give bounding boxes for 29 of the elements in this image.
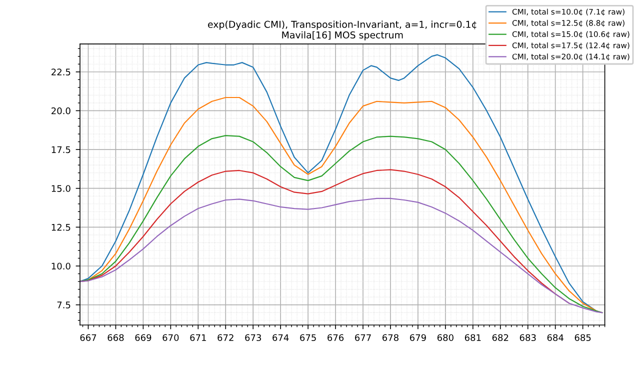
- x-tick-label: 680: [437, 334, 454, 342]
- x-tick-label: 677: [355, 334, 371, 342]
- y-tick-label: 17.5: [52, 146, 70, 154]
- x-tick-label: 668: [108, 334, 124, 342]
- x-tick-label: 667: [80, 334, 96, 342]
- x-tick-label: 676: [328, 334, 344, 342]
- y-tick-label: 22.5: [52, 68, 70, 76]
- x-tick-label: 672: [218, 334, 234, 342]
- x-tick-label: 673: [245, 334, 261, 342]
- y-tick-label: 20.0: [52, 107, 70, 114]
- x-tick-label: 685: [574, 334, 591, 342]
- chart-title: exp(Dyadic CMI), Transposition-Invariant, a=1, incr=0.1¢ Mavila[16] MOS spectrum: [208, 20, 476, 40]
- x-tick-label: 678: [382, 334, 398, 342]
- x-tick-label: 683: [520, 334, 536, 342]
- x-tick-label: 674: [272, 334, 289, 342]
- x-tick-label: 682: [492, 334, 508, 342]
- x-tick-label: 675: [300, 334, 316, 342]
- x-tick-label: 681: [464, 334, 481, 342]
- line-series: [80, 134, 603, 314]
- line-series: [80, 198, 603, 314]
- x-tick-label: 684: [547, 334, 564, 342]
- y-tick-label: 7.5: [57, 302, 70, 308]
- y-tick-label: 15.0: [52, 185, 70, 192]
- y-tick-label: 12.5: [52, 224, 70, 231]
- x-tick-label: 669: [135, 334, 152, 342]
- x-tick-label: 671: [190, 334, 206, 342]
- y-tick-label: 10.0: [52, 262, 70, 270]
- x-tick-label: 670: [162, 334, 179, 342]
- x-tick-label: 679: [410, 334, 426, 342]
